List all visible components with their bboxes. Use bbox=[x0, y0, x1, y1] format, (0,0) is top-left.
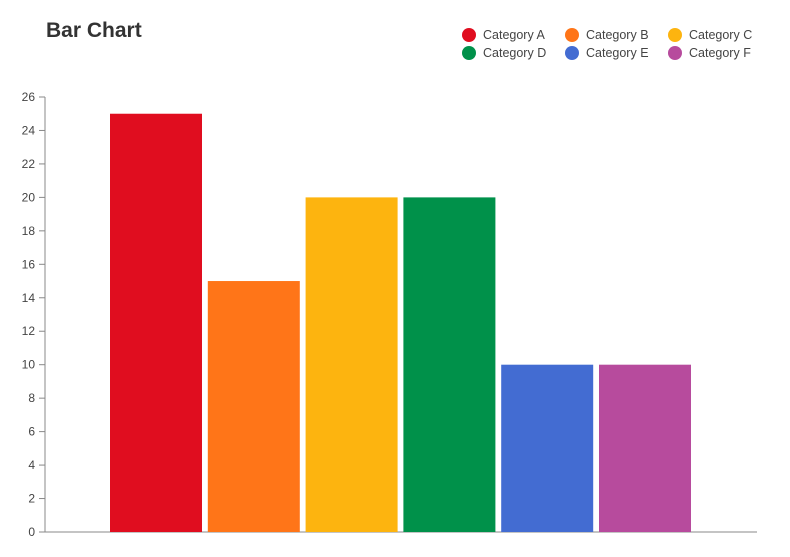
legend-item-category-f[interactable]: Category F bbox=[668, 45, 778, 61]
legend-swatch bbox=[668, 28, 682, 42]
y-tick-label: 24 bbox=[22, 123, 36, 137]
y-tick-label: 4 bbox=[28, 458, 35, 472]
legend-swatch bbox=[462, 46, 476, 60]
y-tick-label: 8 bbox=[28, 391, 35, 405]
bar-category-e[interactable] bbox=[501, 364, 594, 532]
legend-label: Category D bbox=[483, 46, 547, 60]
legend-swatch bbox=[565, 28, 579, 42]
y-tick-label: 2 bbox=[28, 492, 35, 506]
y-tick-label: 20 bbox=[22, 190, 36, 204]
y-tick-label: 18 bbox=[22, 224, 36, 238]
legend-label: Category F bbox=[689, 46, 751, 60]
legend-label: Category C bbox=[689, 28, 753, 42]
legend-label: Category E bbox=[586, 46, 649, 60]
legend-item-category-a[interactable]: Category A bbox=[462, 27, 565, 43]
bar-category-c[interactable] bbox=[305, 197, 398, 532]
legend-label: Category B bbox=[586, 28, 649, 42]
legend-swatch bbox=[462, 28, 476, 42]
legend-label: Category A bbox=[483, 28, 545, 42]
bar-category-b[interactable] bbox=[207, 281, 300, 532]
legend-item-category-b[interactable]: Category B bbox=[565, 27, 668, 43]
legend-item-category-d[interactable]: Category D bbox=[462, 45, 565, 61]
y-tick-label: 0 bbox=[28, 525, 35, 539]
y-tick-label: 12 bbox=[22, 324, 36, 338]
bar-category-a[interactable] bbox=[110, 113, 202, 532]
y-tick-label: 10 bbox=[22, 358, 36, 372]
legend-swatch bbox=[565, 46, 579, 60]
bar-category-d[interactable] bbox=[403, 197, 496, 532]
y-tick-label: 16 bbox=[22, 257, 36, 271]
bar-category-f[interactable] bbox=[599, 364, 691, 532]
y-tick-label: 26 bbox=[22, 90, 36, 104]
legend-swatch bbox=[668, 46, 682, 60]
legend: Category A Category B Category C Category D… bbox=[462, 27, 782, 61]
legend-item-category-c[interactable]: Category C bbox=[668, 27, 778, 43]
y-tick-label: 14 bbox=[22, 291, 36, 305]
y-tick-label: 22 bbox=[22, 157, 36, 171]
y-tick-label: 6 bbox=[28, 425, 35, 439]
chart-title: Bar Chart bbox=[46, 19, 142, 42]
legend-item-category-e[interactable]: Category E bbox=[565, 45, 668, 61]
